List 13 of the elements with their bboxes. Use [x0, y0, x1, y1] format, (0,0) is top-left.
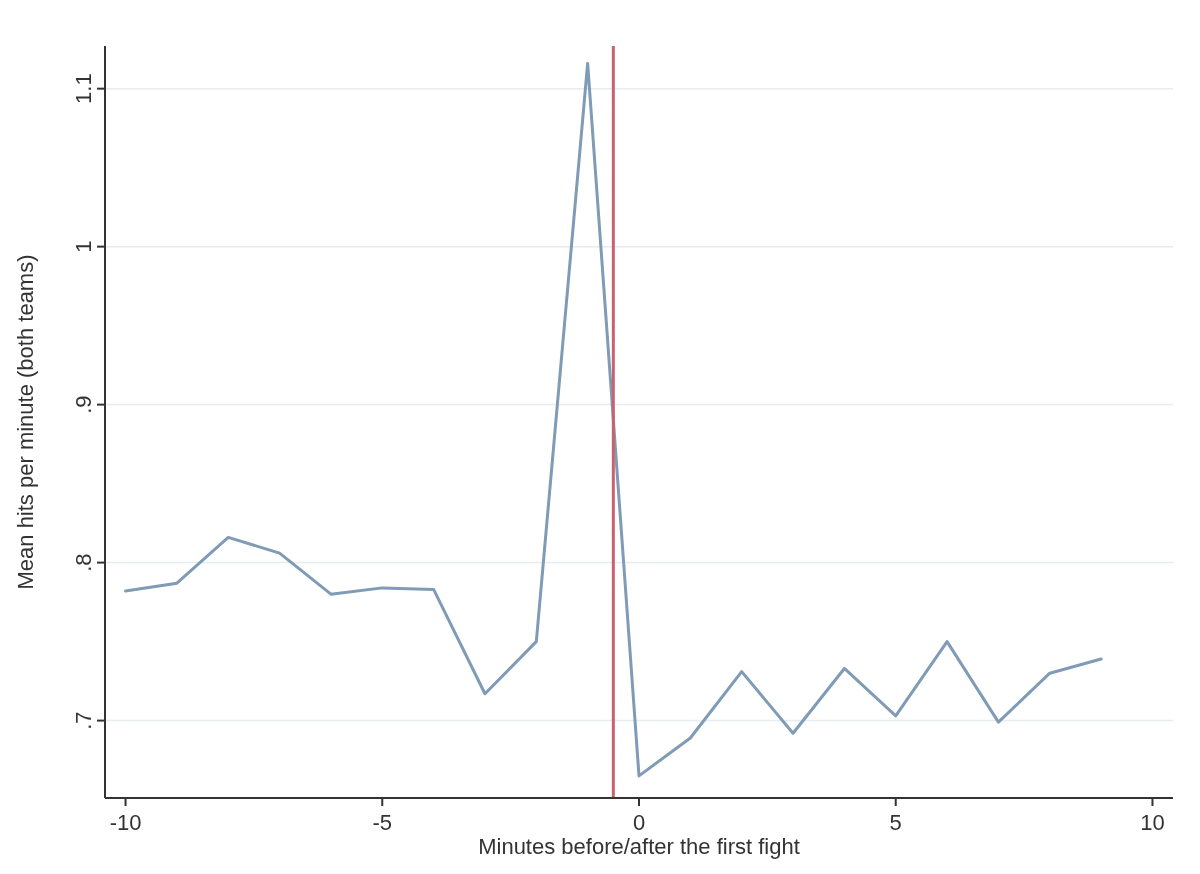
- x-tick-label: 10: [1140, 810, 1165, 835]
- y-tick-label: 1: [71, 240, 96, 253]
- x-tick-label: 5: [889, 810, 902, 835]
- y-axis-title: Mean hits per minute (both teams): [13, 254, 38, 590]
- y-tick-label: .7: [71, 711, 96, 730]
- line-series: [124, 61, 1103, 778]
- x-tick-label: -10: [109, 810, 142, 835]
- x-axis-title: Minutes before/after the first fight: [478, 834, 800, 859]
- y-tick-label: 1.1: [71, 73, 96, 104]
- x-tick-label: -5: [372, 810, 393, 835]
- y-tick-label: .9: [71, 395, 96, 414]
- y-tick-label: .8: [71, 553, 96, 572]
- x-tick-label: 0: [632, 810, 646, 835]
